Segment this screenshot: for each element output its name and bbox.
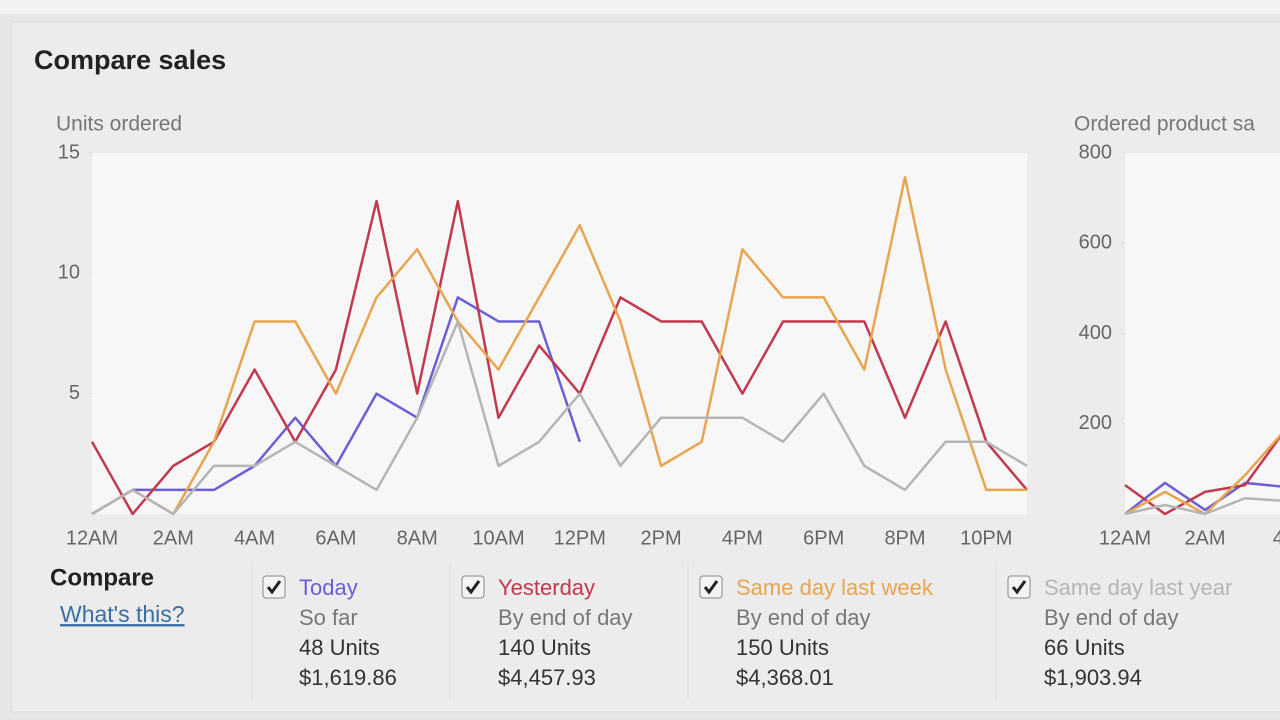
y-tick-label: 200 [1079, 412, 1112, 434]
x-tick-label: 8AM [397, 527, 438, 549]
x-tick-label: 2AM [1184, 527, 1225, 549]
compare-sub: By end of day [736, 605, 871, 630]
checkmark [465, 580, 481, 595]
compare-units: 66 Units [1044, 635, 1125, 660]
series-line [1124, 496, 1280, 516]
compare-heading: Compare [50, 564, 154, 591]
compare-sub: So far [299, 605, 358, 630]
y-tick-label: 15 [58, 141, 80, 163]
x-tick-label: 6PM [803, 527, 844, 549]
series-line [1124, 481, 1280, 515]
legend-entry: Same day last week [736, 575, 934, 600]
compare-amount: $4,457.93 [498, 665, 596, 690]
x-tick-label: 8PM [884, 527, 925, 549]
x-tick-label: 4PM [722, 527, 763, 549]
compare-sub: By end of day [1044, 605, 1179, 630]
y-axis-label: Units ordered [56, 113, 182, 136]
help-link[interactable]: What's this? [60, 601, 185, 627]
y-axis-label: Ordered product sa [1074, 113, 1255, 136]
compare-amount: $1,619.86 [299, 665, 397, 690]
y-tick-label: 600 [1079, 232, 1112, 254]
plot-area [92, 153, 1027, 514]
x-tick-label: 10AM [472, 527, 524, 549]
series-line [1124, 434, 1280, 516]
y-tick-label: 5 [69, 382, 80, 404]
y-tick-label: 10 [58, 262, 80, 284]
x-tick-label: 12AM [1099, 527, 1151, 549]
compare-amount: $4,368.01 [736, 665, 834, 690]
x-tick-label: 6AM [315, 527, 356, 549]
legend-entry: Today [299, 575, 358, 600]
compare-units: 150 Units [736, 635, 829, 660]
series-line [91, 175, 1027, 516]
series-line [91, 320, 1028, 516]
y-tick-label: 800 [1079, 141, 1112, 163]
compare-units: 140 Units [498, 635, 591, 660]
legend-entry: Yesterday [498, 575, 595, 600]
top-bar [0, 0, 1280, 14]
checkmark [1011, 580, 1027, 595]
x-tick-label: 12AM [66, 527, 118, 549]
y-tick-label: 400 [1079, 322, 1112, 344]
compare-amount: $1,903.94 [1044, 665, 1142, 690]
compare-sub: By end of day [498, 605, 633, 630]
x-tick-label: 12PM [554, 527, 606, 549]
x-tick-label: 2PM [641, 527, 682, 549]
legend-entry: Same day last year [1044, 575, 1232, 600]
x-tick-label: 10PM [960, 527, 1012, 549]
panel-title: Compare sales [34, 45, 226, 75]
plot-area [1125, 153, 1280, 514]
checkmark [703, 580, 719, 595]
x-tick-label: 4AM [234, 527, 275, 549]
x-tick-label: 2AM [153, 527, 194, 549]
x-tick-label: 4A [1273, 527, 1280, 549]
checkmark [266, 580, 282, 595]
compare-units: 48 Units [299, 635, 380, 660]
